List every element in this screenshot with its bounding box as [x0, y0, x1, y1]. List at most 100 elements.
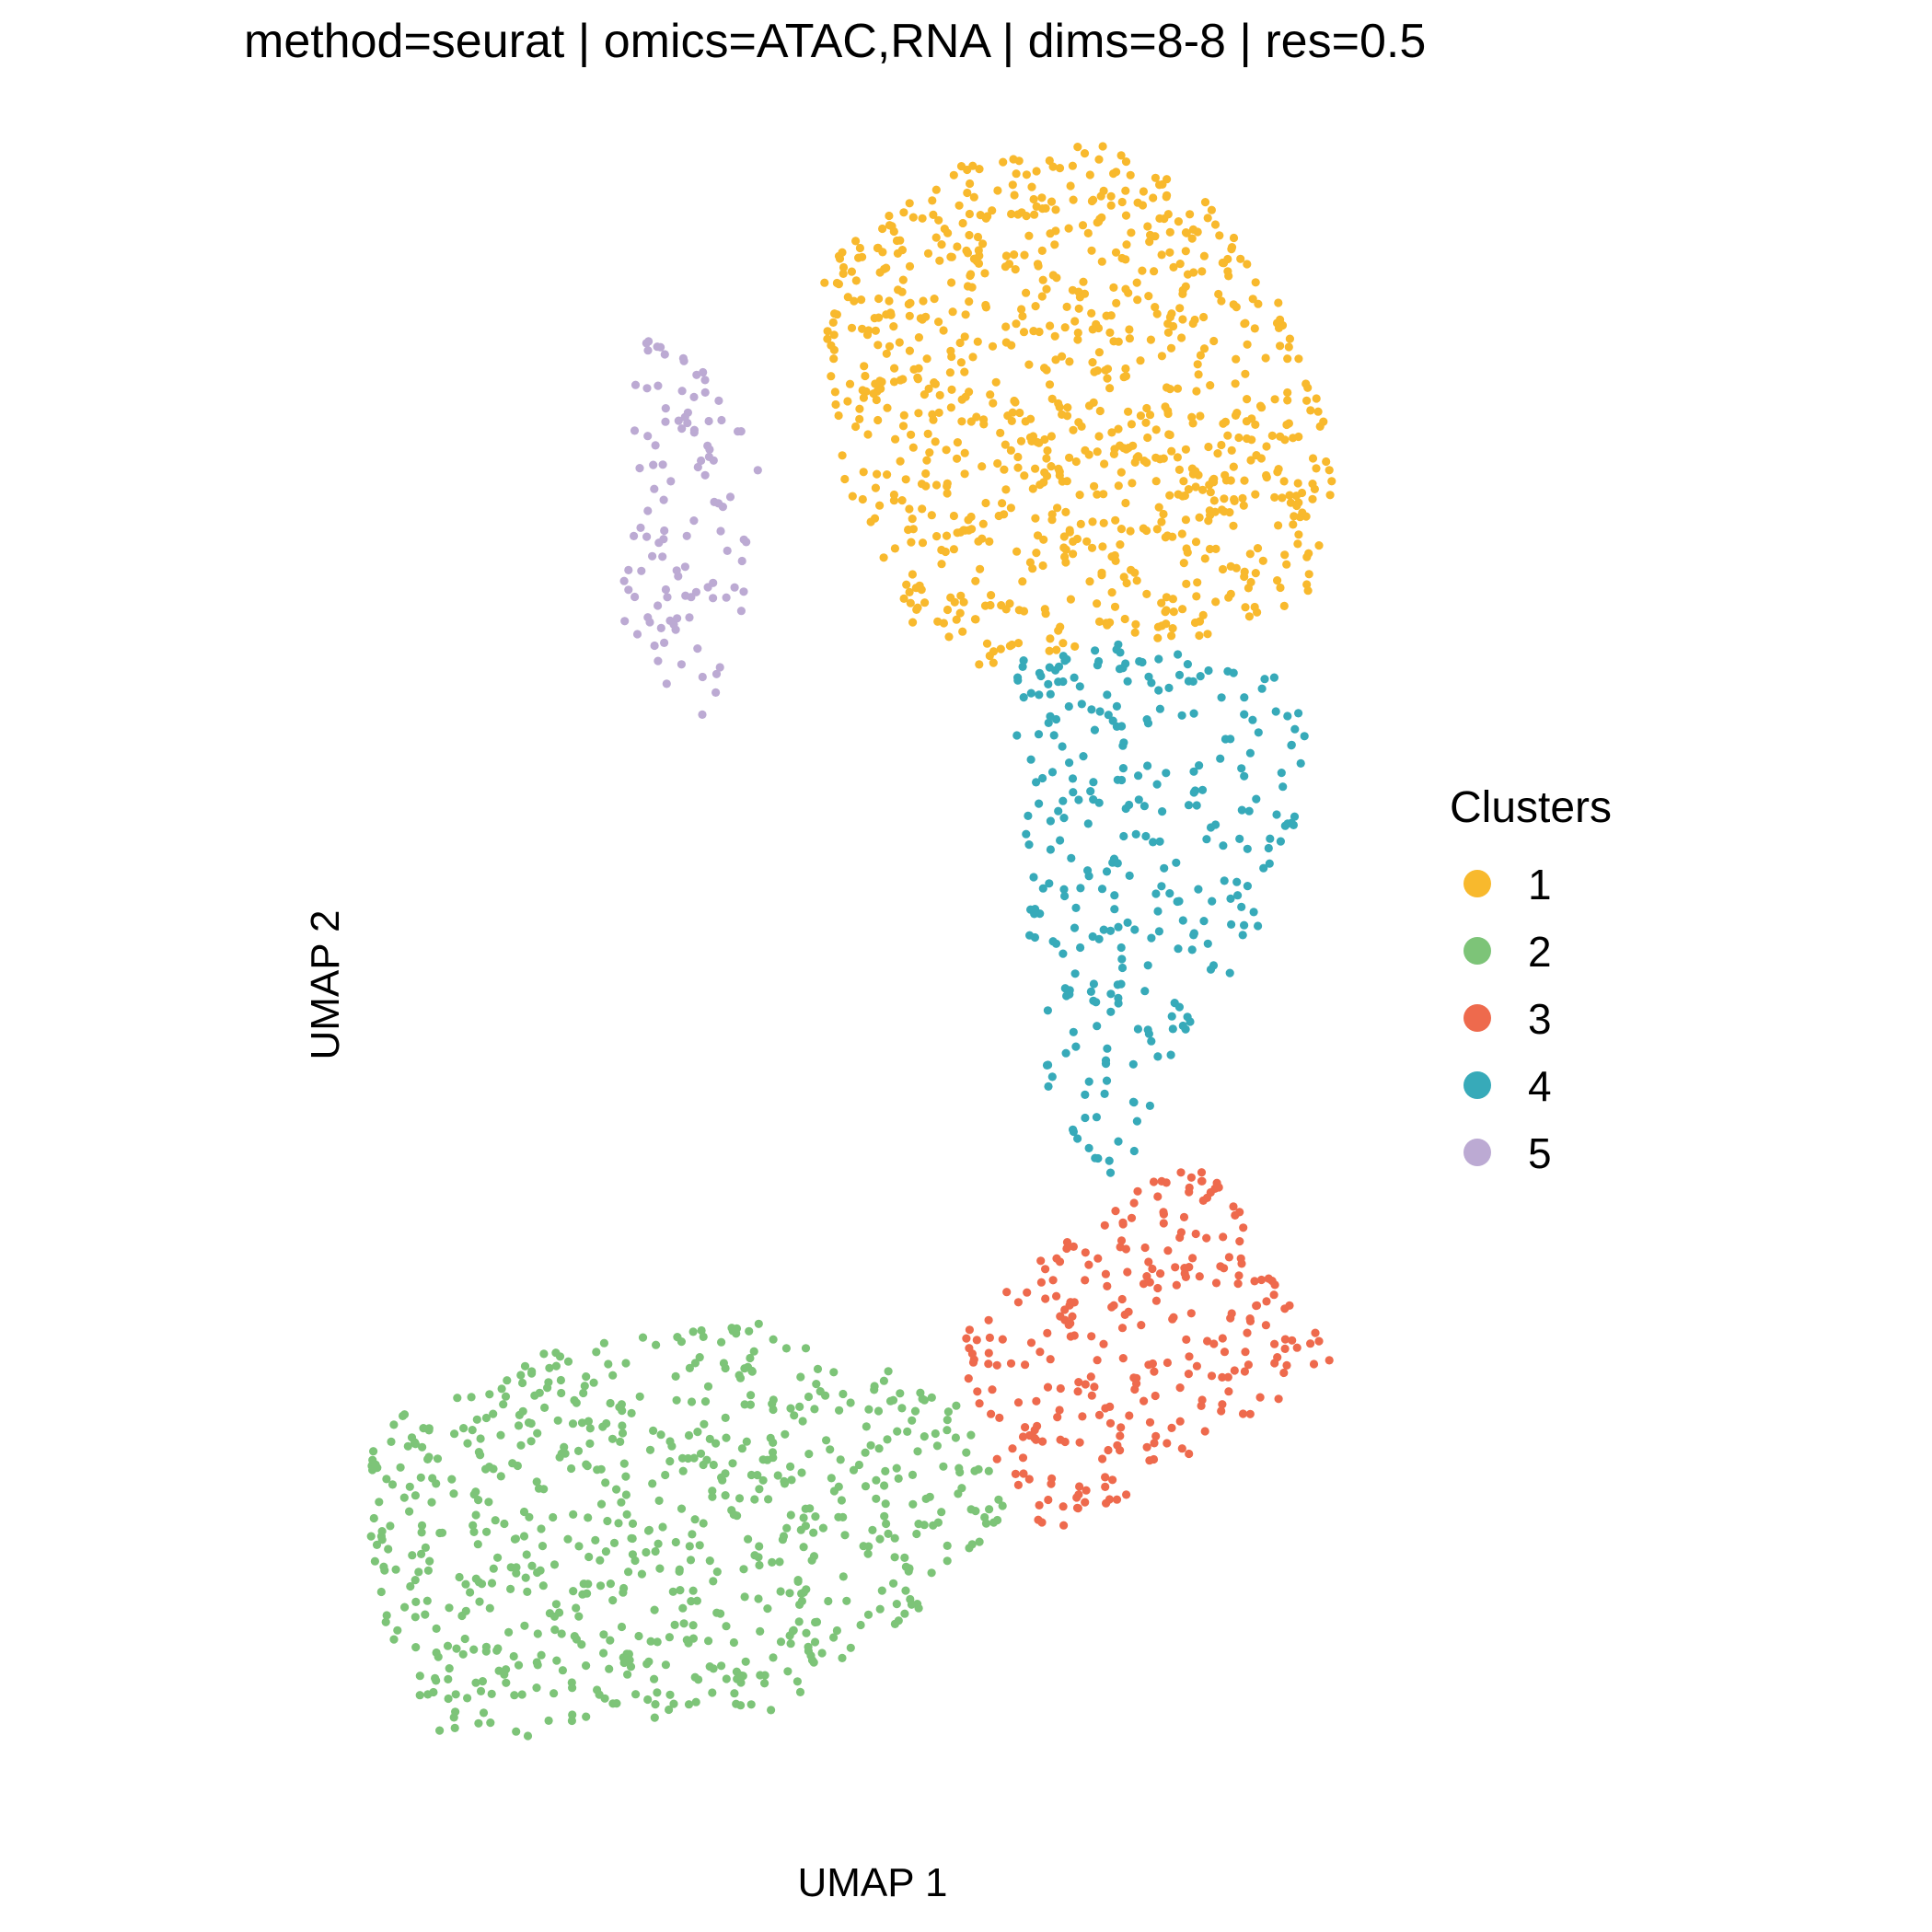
point-cluster-2	[496, 1472, 505, 1481]
point-cluster-1	[1196, 411, 1205, 421]
point-cluster-1	[896, 236, 905, 245]
point-cluster-2	[617, 1400, 627, 1409]
point-cluster-3	[1074, 1378, 1083, 1387]
point-cluster-2	[604, 1359, 613, 1369]
point-cluster-1	[947, 252, 956, 261]
point-cluster-4	[1102, 867, 1112, 876]
point-cluster-1	[1204, 442, 1213, 452]
point-cluster-1	[952, 615, 961, 624]
point-cluster-2	[678, 1466, 688, 1475]
point-cluster-2	[760, 1679, 769, 1688]
point-cluster-3	[1216, 1262, 1225, 1271]
point-cluster-2	[625, 1656, 634, 1665]
point-cluster-1	[1076, 519, 1085, 529]
point-cluster-5	[698, 672, 707, 682]
point-cluster-2	[591, 1535, 600, 1544]
point-cluster-1	[1312, 464, 1321, 473]
point-cluster-4	[1144, 1029, 1153, 1038]
point-cluster-1	[897, 246, 908, 255]
point-cluster-1	[1205, 544, 1215, 554]
point-cluster-4	[1101, 1056, 1111, 1065]
point-cluster-1	[866, 517, 875, 526]
point-cluster-3	[1142, 1442, 1151, 1452]
point-cluster-2	[729, 1637, 739, 1648]
point-cluster-4	[1024, 811, 1033, 821]
point-cluster-1	[913, 375, 923, 384]
point-cluster-3	[1043, 1382, 1053, 1392]
point-cluster-1	[986, 600, 995, 610]
point-cluster-2	[482, 1527, 492, 1536]
point-cluster-1	[1174, 490, 1183, 499]
point-cluster-1	[1126, 170, 1135, 179]
point-cluster-1	[1119, 444, 1128, 453]
point-cluster-1	[851, 237, 861, 246]
point-cluster-2	[477, 1579, 487, 1589]
point-cluster-1	[1314, 541, 1324, 550]
point-cluster-1	[1008, 180, 1017, 190]
point-cluster-1	[860, 362, 869, 371]
point-cluster-2	[740, 1364, 749, 1373]
point-cluster-1	[839, 269, 848, 278]
point-cluster-2	[472, 1415, 481, 1424]
point-cluster-4	[1237, 805, 1246, 815]
point-cluster-1	[1183, 548, 1192, 557]
point-cluster-1	[1303, 586, 1313, 596]
point-cluster-2	[661, 1660, 671, 1670]
point-cluster-1	[855, 404, 864, 413]
point-cluster-1	[1151, 425, 1161, 434]
point-cluster-4	[1087, 705, 1096, 714]
point-cluster-4	[1129, 1098, 1139, 1107]
point-cluster-2	[722, 1674, 731, 1683]
point-cluster-1	[1132, 576, 1141, 585]
point-cluster-1	[953, 242, 962, 251]
point-cluster-1	[1124, 407, 1133, 416]
point-cluster-1	[905, 199, 914, 208]
point-cluster-2	[421, 1610, 430, 1619]
point-cluster-1	[1221, 476, 1231, 485]
point-cluster-2	[520, 1621, 529, 1630]
point-cluster-2	[879, 1376, 889, 1385]
point-cluster-1	[1054, 399, 1063, 408]
point-cluster-3	[1111, 1207, 1120, 1216]
point-cluster-2	[474, 1718, 483, 1728]
point-cluster-1	[986, 390, 995, 399]
point-cluster-4	[1225, 968, 1234, 978]
point-cluster-4	[1174, 944, 1183, 954]
point-cluster-5	[697, 456, 706, 466]
point-cluster-2	[863, 1549, 873, 1558]
point-cluster-2	[684, 1700, 694, 1709]
point-cluster-4	[1204, 665, 1213, 676]
point-cluster-2	[599, 1630, 608, 1639]
point-cluster-2	[861, 1482, 871, 1491]
point-cluster-1	[1229, 233, 1239, 243]
point-cluster-1	[877, 377, 886, 387]
point-cluster-4	[1174, 670, 1185, 680]
point-cluster-2	[381, 1617, 390, 1626]
point-cluster-3	[1098, 1454, 1107, 1463]
point-cluster-1	[949, 170, 958, 179]
point-cluster-1	[1270, 395, 1279, 404]
point-cluster-2	[642, 1547, 651, 1557]
point-cluster-4	[1277, 769, 1286, 778]
point-cluster-2	[929, 1521, 938, 1530]
point-cluster-2	[965, 1544, 974, 1553]
point-cluster-1	[1038, 561, 1047, 571]
point-cluster-4	[1089, 778, 1098, 787]
point-cluster-2	[764, 1495, 773, 1504]
point-cluster-2	[621, 1490, 631, 1499]
point-cluster-1	[901, 475, 910, 484]
point-cluster-2	[399, 1493, 409, 1502]
point-cluster-3	[1024, 1475, 1034, 1484]
point-cluster-1	[1107, 552, 1116, 561]
point-cluster-2	[829, 1487, 839, 1496]
point-cluster-4	[1188, 677, 1197, 687]
point-cluster-2	[411, 1643, 421, 1652]
point-cluster-4	[1240, 693, 1249, 702]
point-cluster-3	[1052, 1254, 1061, 1263]
point-cluster-1	[956, 358, 966, 367]
point-cluster-2	[523, 1731, 533, 1741]
legend-key-3	[1463, 1004, 1491, 1032]
point-cluster-1	[850, 296, 859, 306]
point-cluster-1	[872, 395, 881, 405]
point-cluster-2	[927, 1393, 936, 1402]
